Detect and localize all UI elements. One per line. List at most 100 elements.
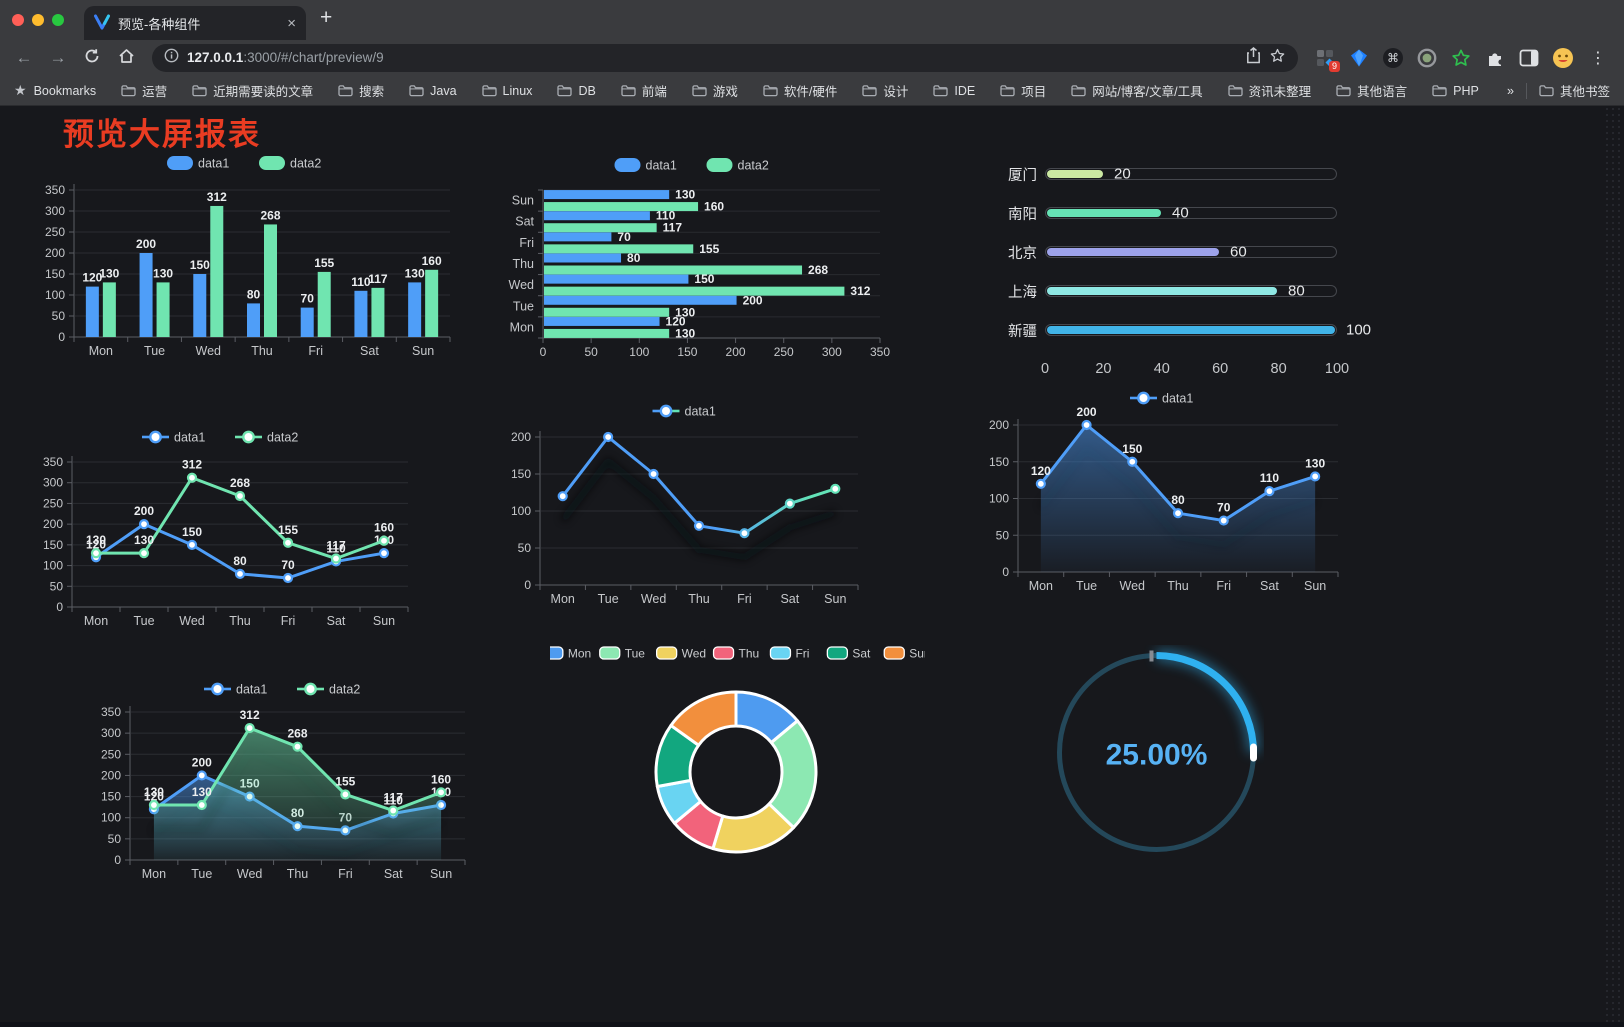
svg-text:Fri: Fri xyxy=(338,867,353,881)
bookmark-folder[interactable]: 资讯未整理 xyxy=(1227,81,1311,100)
side-panel-icon[interactable] xyxy=(1518,47,1540,69)
svg-text:150: 150 xyxy=(190,258,210,272)
apps-grid-icon[interactable]: 9 xyxy=(1314,47,1340,72)
bookmark-star-icon[interactable] xyxy=(1269,47,1286,69)
other-bookmarks-folder[interactable]: 其他书签 xyxy=(1539,81,1610,100)
minimize-window-button[interactable] xyxy=(32,14,44,26)
browser-tab[interactable]: 预览-各种组件 × xyxy=(84,6,306,40)
legend-item-data1[interactable]: data1 xyxy=(167,156,229,170)
svg-text:0: 0 xyxy=(1002,565,1009,579)
series-data1[interactable]: 120 200 150 80 70 110 130 xyxy=(86,504,394,584)
svg-text:117: 117 xyxy=(384,791,404,805)
close-window-button[interactable] xyxy=(12,14,24,26)
svg-text:Thu: Thu xyxy=(1167,579,1189,593)
legend-item-data2[interactable]: data2 xyxy=(706,158,769,172)
svg-text:110: 110 xyxy=(351,275,371,289)
tab-close-icon[interactable]: × xyxy=(287,14,296,32)
svg-text:0: 0 xyxy=(56,600,63,614)
svg-text:Wed: Wed xyxy=(196,344,222,358)
bookmark-folder[interactable]: 其他语言 xyxy=(1336,81,1407,100)
legend-item-Thu[interactable]: Thu xyxy=(712,646,760,660)
bookmark-folder[interactable]: 近期需要读的文章 xyxy=(192,81,313,100)
bookmarks-star-icon[interactable]: ★ xyxy=(14,82,27,98)
url-text[interactable]: 127.0.0.1:3000/#/chart/preview/9 xyxy=(187,49,384,67)
bookmark-folder[interactable]: DB xyxy=(557,84,596,98)
diamond-gem-icon[interactable] xyxy=(1348,47,1370,69)
bookmark-folder[interactable]: 运营 xyxy=(121,81,167,100)
series-data2[interactable]: 130 130 312 268 155 117 160 xyxy=(144,708,451,816)
legend-item-Fri[interactable]: Fri xyxy=(769,646,809,660)
legend-item-data1[interactable]: data1 xyxy=(204,682,267,696)
progress-row-厦门[interactable]: 厦门 20 xyxy=(985,166,1375,184)
svg-text:350: 350 xyxy=(101,705,121,719)
legend-item-Sat[interactable]: Sat xyxy=(826,646,871,660)
new-tab-button[interactable]: + xyxy=(320,5,333,29)
bookmarks-overflow-chevron[interactable]: » xyxy=(1507,83,1514,98)
legend-item-Tue[interactable]: Tue xyxy=(599,646,646,660)
bookmark-folder[interactable]: Linux xyxy=(481,84,532,98)
bookmark-folder[interactable]: 项目 xyxy=(1000,81,1046,100)
zoom-window-button[interactable] xyxy=(52,14,64,26)
svg-text:160: 160 xyxy=(431,772,451,786)
series-data2[interactable]: 130 130 312 268 155 117 160 xyxy=(544,200,871,341)
bookmark-folder[interactable]: IDE xyxy=(933,84,975,98)
legend-item-data2[interactable]: data2 xyxy=(235,430,298,444)
legend-item-data1[interactable]: data1 xyxy=(1130,391,1193,405)
progress-row-上海[interactable]: 上海 80 xyxy=(985,283,1375,301)
bookmark-folder[interactable]: 游戏 xyxy=(692,81,738,100)
url-host: 127.0.0.1 xyxy=(187,50,244,65)
progress-label: 厦门 xyxy=(1008,167,1037,184)
legend-item-data1[interactable]: data1 xyxy=(142,430,205,444)
progress-row-南阳[interactable]: 南阳 40 xyxy=(985,205,1375,223)
legend-item-data2[interactable]: data2 xyxy=(297,682,360,696)
bookmark-folder[interactable]: 软件/硬件 xyxy=(763,81,837,100)
area-chart-two-series: data1 data2 0 50 100 150 200 250 300 350 Mon Tue Wed… xyxy=(98,678,478,888)
legend-item-data2[interactable]: data2 xyxy=(259,156,321,170)
bookmark-folder[interactable]: 网站/博客/文章/工具 xyxy=(1071,81,1203,100)
svg-text:Mon: Mon xyxy=(142,867,166,881)
series-data2[interactable]: 130 130 312 268 155 117 160 xyxy=(99,190,442,337)
svg-text:Mon: Mon xyxy=(84,614,108,628)
svg-text:130: 130 xyxy=(134,533,154,547)
bookmark-folder[interactable]: PHP xyxy=(1432,84,1479,98)
series-data2[interactable]: 130 130 312 268 155 117 160 xyxy=(86,458,394,564)
puzzle-extensions-icon[interactable] xyxy=(1484,47,1506,69)
svg-text:200: 200 xyxy=(989,418,1009,432)
svg-text:130: 130 xyxy=(86,533,106,547)
legend-item-Wed[interactable]: Wed xyxy=(656,646,706,660)
bookmark-folder[interactable]: 设计 xyxy=(862,81,908,100)
series-data1[interactable] xyxy=(557,431,841,539)
legend-item-Mon[interactable]: Mon xyxy=(542,646,591,660)
record-dot-icon[interactable] xyxy=(1416,47,1438,69)
svg-text:Sat: Sat xyxy=(852,646,871,660)
progress-row-新疆[interactable]: 新疆 100 xyxy=(985,322,1375,340)
svg-text:117: 117 xyxy=(663,221,683,235)
series-data1[interactable]: 120 200 150 80 70 110 130 xyxy=(544,188,763,329)
legend-item-data1[interactable]: data1 xyxy=(652,404,716,418)
site-info-icon[interactable] xyxy=(164,48,179,68)
bookmark-folder[interactable]: Java xyxy=(409,84,457,98)
pie-slice-Sun[interactable] xyxy=(669,690,738,747)
home-icon[interactable] xyxy=(112,48,140,69)
bookmark-folder[interactable]: 搜索 xyxy=(338,81,384,100)
extensions-area: 9 ⌘ ⋮ xyxy=(1310,47,1614,72)
bookmark-folder[interactable]: 前端 xyxy=(621,81,667,100)
url-bar[interactable]: 127.0.0.1:3000/#/chart/preview/9 xyxy=(152,44,1298,72)
browser-menu-icon[interactable]: ⋮ xyxy=(1590,50,1606,67)
progress-row-北京[interactable]: 北京 60 xyxy=(985,244,1375,262)
forward-icon[interactable]: → xyxy=(49,48,67,67)
legend-item-Sun[interactable]: Sun xyxy=(883,646,931,660)
c7-svg: data1 data2 0 50 100 150 200 250 300 350 Mon Tue Wed… xyxy=(101,682,466,881)
command-icon[interactable]: ⌘ xyxy=(1382,47,1404,69)
green-star-icon[interactable] xyxy=(1450,47,1472,69)
bookmarks-label[interactable]: Bookmarks xyxy=(33,83,97,98)
share-icon[interactable] xyxy=(1246,47,1261,69)
series-data1[interactable]: 120 200 150 80 70 110 130 xyxy=(1031,405,1326,526)
svg-text:155: 155 xyxy=(335,774,355,788)
progress-fill xyxy=(1047,248,1219,256)
back-icon[interactable]: ← xyxy=(15,48,33,67)
series-data1[interactable]: 120 200 150 80 70 110 130 xyxy=(82,237,425,337)
legend-item-data1[interactable]: data1 xyxy=(614,158,677,172)
profile-avatar-icon[interactable] xyxy=(1552,47,1574,69)
reload-icon[interactable] xyxy=(78,48,106,69)
